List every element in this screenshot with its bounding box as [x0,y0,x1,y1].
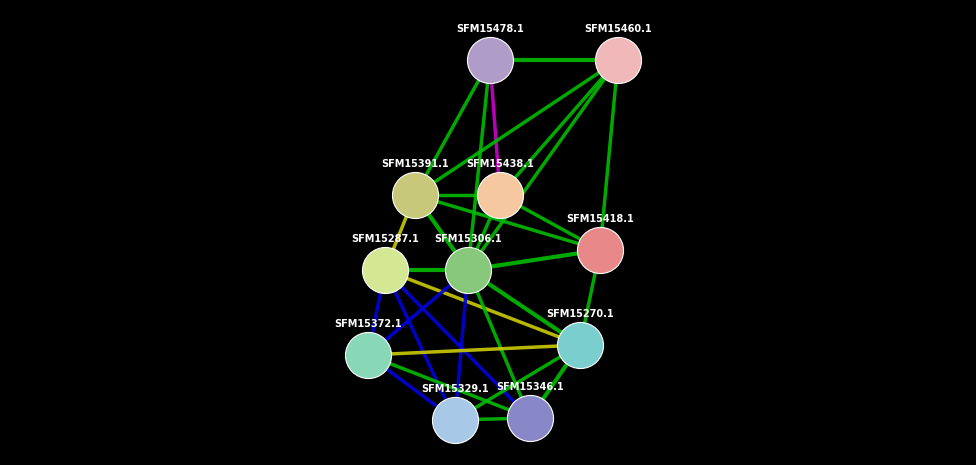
Text: SFM15270.1: SFM15270.1 [547,309,614,319]
Point [377,266,392,274]
Text: SFM15287.1: SFM15287.1 [351,234,419,245]
Point [461,266,476,274]
Text: SFM15391.1: SFM15391.1 [382,159,449,169]
Point [522,414,538,422]
Text: SFM15438.1: SFM15438.1 [467,159,534,169]
Text: SFM15372.1: SFM15372.1 [334,319,402,329]
Text: SFM15418.1: SFM15418.1 [566,214,633,225]
Text: SFM15306.1: SFM15306.1 [434,234,502,245]
Point [610,56,626,64]
Point [407,191,423,199]
Point [360,351,376,359]
Point [572,341,588,349]
Point [592,246,608,254]
Point [447,416,463,424]
Text: SFM15460.1: SFM15460.1 [585,25,652,34]
Text: SFM15346.1: SFM15346.1 [496,382,564,392]
Text: SFM15478.1: SFM15478.1 [456,25,524,34]
Point [482,56,498,64]
Point [492,191,508,199]
Text: SFM15329.1: SFM15329.1 [422,385,489,394]
